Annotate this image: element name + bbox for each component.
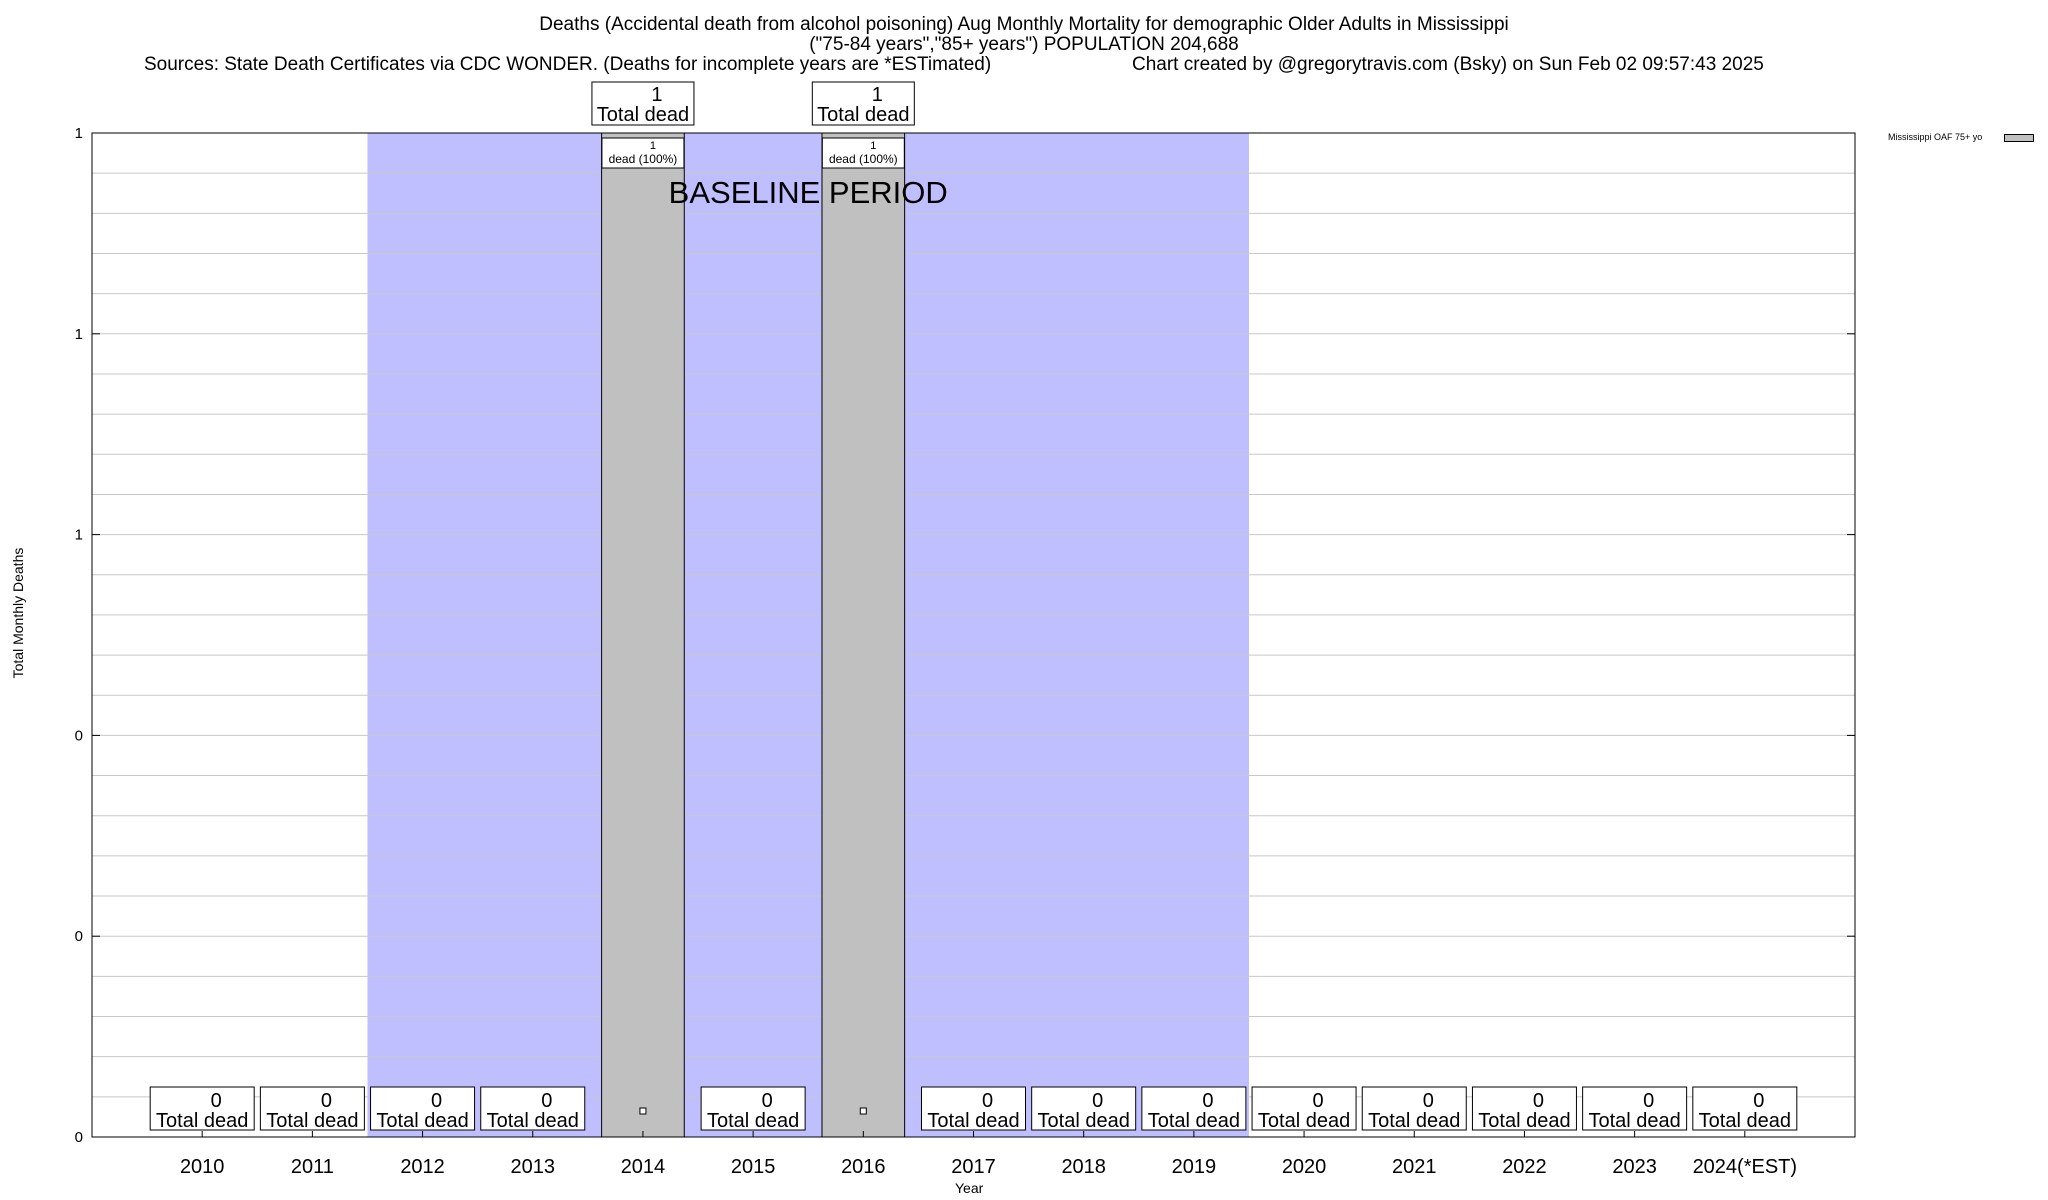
zero-label-box [921,1086,1026,1131]
zero-label-value: 0 [211,1090,222,1112]
top-label-text: Total dead [817,104,909,126]
zero-label-text: Total dead [487,1110,579,1132]
zero-label-box [1141,1086,1247,1131]
zero-label-value: 0 [982,1090,993,1112]
x-tick-label: 2022 [1502,1156,1547,1178]
inner-label-text: dead (100%) [829,152,898,166]
zero-label-box [700,1086,806,1131]
zero-label-value: 0 [1092,1090,1103,1112]
zero-label-value: 0 [1423,1090,1434,1112]
zero-label-box [149,1086,255,1131]
x-tick-label: 2017 [951,1156,996,1178]
zero-label-text: Total dead [707,1110,799,1132]
zero-label-value: 0 [1753,1090,1764,1112]
x-tick-label: 2018 [1061,1156,1106,1178]
x-tick-label: 2019 [1172,1156,1217,1178]
chart-credit: Chart created by @gregorytravis.com (Bsk… [1132,54,1764,75]
zero-label-box [1251,1086,1357,1131]
y-tick-label: 1 [75,326,83,343]
inner-label-box [821,137,905,169]
x-tick-label: 2013 [511,1156,556,1178]
chart-sources: Sources: State Death Certificates via CD… [144,54,992,75]
zero-label-text: Total dead [1038,1110,1130,1132]
x-marker-2016 [859,1107,867,1115]
zero-label-text: Total dead [266,1110,358,1132]
x-marker-2014 [639,1107,647,1115]
top-label-value: 1 [651,84,662,106]
baseline-period-label: BASELINE PERIOD [669,175,948,210]
inner-label-text: dead (100%) [609,152,678,166]
y-tick-label: 0 [75,1129,83,1146]
zero-label-value: 0 [1313,1090,1324,1112]
x-tick-label: 2011 [291,1156,334,1178]
legend-label: Mississippi OAF 75+ yo [1888,132,1983,142]
inner-label-value: 1 [870,140,876,152]
zero-label-text: Total dead [1368,1110,1460,1132]
zero-label-text: Total dead [156,1110,248,1132]
x-tick-label: 2014 [621,1156,666,1178]
x-tick-label: 2010 [180,1156,225,1178]
zero-label-value: 0 [431,1090,442,1112]
y-tick-label: 0 [75,727,83,744]
top-label-box [591,81,695,126]
x-tick-label: 2020 [1282,1156,1327,1178]
bar-2016 [821,132,906,1138]
zero-label-text: Total dead [1258,1110,1350,1132]
chart-subtitle: ("75-84 years","85+ years") POPULATION 2… [809,34,1239,55]
chart-title: Deaths (Accidental death from alcohol po… [539,14,1509,35]
zero-label-box [1692,1086,1798,1131]
zero-label-box [1361,1086,1467,1131]
top-label-text: Total dead [597,104,689,126]
top-label-value: 1 [872,84,883,106]
legend-swatch [2004,134,2034,142]
bar-2014 [601,132,685,1138]
zero-label-text: Total dead [1148,1110,1240,1132]
inner-label-box [601,137,685,169]
zero-label-text: Total dead [1588,1110,1680,1132]
zero-label-text: Total dead [1478,1110,1570,1132]
y-tick-label: 1 [75,125,83,142]
zero-label-box [1471,1086,1577,1131]
x-tick-label: 2015 [731,1156,776,1178]
x-tick-label: 2021 [1392,1156,1437,1178]
zero-label-value: 0 [1202,1090,1213,1112]
x-tick-label: 2024(*EST) [1693,1156,1798,1178]
inner-label-value: 1 [650,140,656,152]
x-tick-label: 2023 [1612,1156,1657,1178]
zero-label-box [480,1086,586,1131]
zero-label-box [370,1086,476,1131]
zero-label-value: 0 [762,1090,773,1112]
zero-label-text: Total dead [927,1110,1019,1132]
zero-label-box [259,1086,365,1131]
zero-label-value: 0 [541,1090,552,1112]
zero-label-value: 0 [1643,1090,1654,1112]
baseline-period-shade [367,133,1249,1137]
zero-label-value: 0 [1533,1090,1544,1112]
zero-label-text: Total dead [376,1110,468,1132]
y-tick-label: 1 [75,527,83,544]
x-axis-label: Year [955,1180,984,1196]
zero-label-text: Total dead [1699,1110,1791,1132]
zero-label-value: 0 [321,1090,332,1112]
zero-label-box [1582,1086,1688,1131]
x-tick-label: 2016 [841,1156,886,1178]
top-label-box [811,81,915,126]
zero-label-box [1031,1086,1137,1131]
x-tick-label: 2012 [400,1156,445,1178]
y-tick-label: 0 [75,928,83,945]
